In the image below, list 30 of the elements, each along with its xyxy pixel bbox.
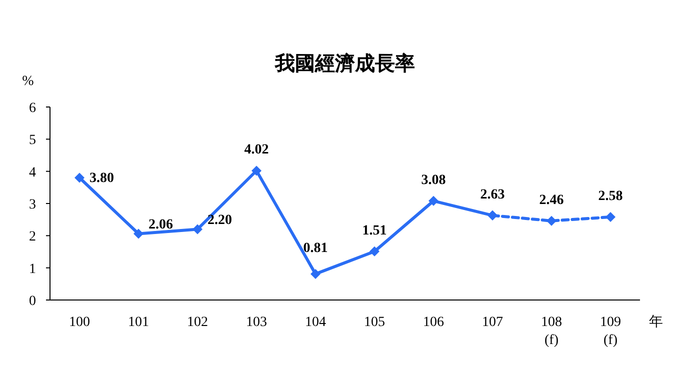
x-tick-label: 100: [69, 315, 90, 330]
y-tick-label: 3: [29, 198, 36, 212]
chart-title: 我國經濟成長率: [274, 52, 415, 75]
x-tick-label: 103: [246, 315, 267, 330]
x-tick-label: 101: [128, 315, 149, 330]
x-tick-label: 109 (f): [600, 315, 621, 348]
data-label: 3.08: [421, 172, 446, 188]
y-axis-title: %: [22, 74, 34, 89]
x-tick-label: 107: [482, 315, 503, 330]
data-label: 2.63: [480, 187, 505, 202]
data-label: 2.58: [598, 189, 623, 204]
x-tick-label: 105: [364, 315, 385, 330]
x-tick-label: 104: [305, 315, 326, 330]
y-tick-label: 4: [29, 165, 36, 180]
data-label: 2.46: [539, 192, 564, 208]
y-tick-label: 5: [29, 133, 36, 148]
y-tick-label: 0: [29, 294, 36, 309]
data-label: 2.20: [208, 213, 232, 228]
data-label: 0.81: [303, 240, 328, 256]
x-tick-label: 102: [187, 315, 208, 330]
data-label: 3.80: [90, 170, 114, 186]
x-tick-label: 108 (f): [541, 315, 562, 348]
data-label: 1.51: [362, 223, 387, 238]
data-label: 4.02: [244, 142, 269, 158]
data-label: 2.06: [148, 218, 173, 233]
y-tick-label: 2: [29, 230, 36, 245]
x-tick-label: 106: [423, 315, 444, 330]
y-tick-label: 6: [29, 101, 36, 116]
y-tick-label: 1: [29, 262, 36, 277]
x-axis-title: 年: [649, 314, 663, 330]
